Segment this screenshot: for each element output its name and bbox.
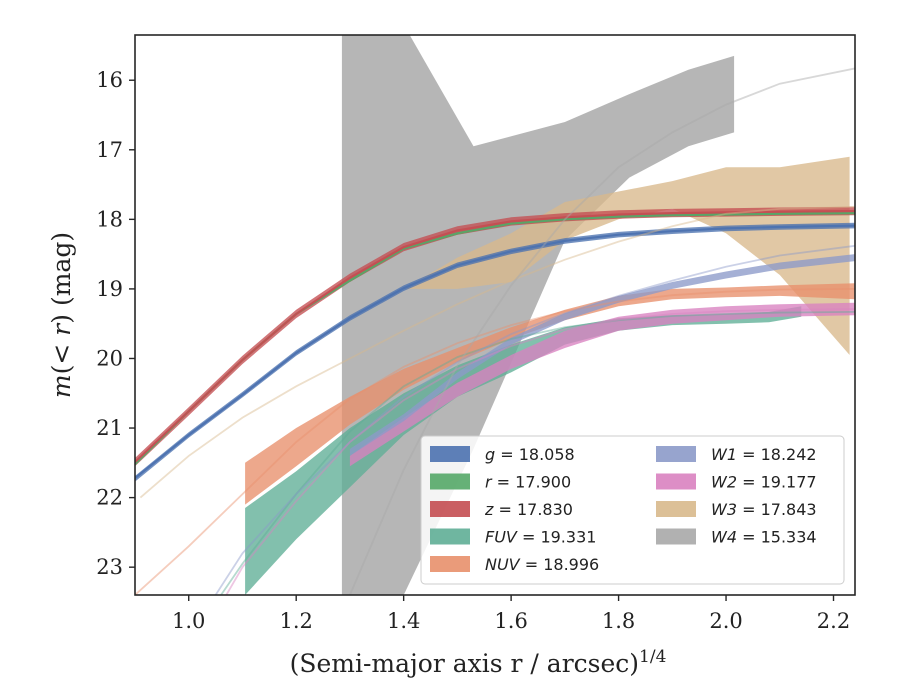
model-curve-fuv (220, 311, 855, 595)
legend-swatch-w4 (656, 528, 696, 545)
y-tick-label: 19 (96, 277, 123, 301)
y-tick-label: 20 (96, 346, 123, 370)
x-tick-label: 1.0 (172, 609, 205, 633)
legend-swatch-r (430, 473, 470, 490)
y-tick-label: 18 (96, 207, 123, 231)
legend-label-z: z = 17.830 (484, 500, 573, 519)
legend: g = 18.058 r = 17.900 z = 17.830 FUV = 19.3… (420, 435, 845, 585)
y-tick-label: 21 (96, 416, 123, 440)
legend-label-w3: W3 = 17.843 (711, 500, 817, 519)
legend-swatch-g (430, 446, 470, 462)
legend-label-g: g = 18.058 (485, 445, 575, 464)
model-curve-w1 (214, 244, 855, 595)
x-tick-label: 2.2 (817, 609, 850, 633)
x-tick-label: 1.4 (387, 609, 420, 633)
x-tick-label: 1.8 (602, 609, 635, 633)
x-tick-label: 1.2 (279, 609, 312, 633)
band-w2 (349, 302, 855, 467)
legend-label-fuv: FUV = 19.331 (485, 528, 596, 547)
model-curves-layer (135, 67, 855, 595)
legend-label-w1: W1 = 18.242 (711, 445, 817, 464)
legend-frame (420, 435, 845, 585)
legend-label-w2: W2 = 19.177 (711, 473, 817, 492)
y-tick-label: 17 (96, 138, 123, 162)
legend-swatch-w2 (656, 473, 696, 490)
x-axis-ticks: 1.0 1.2 1.4 1.6 1.8 2.0 2.2 (172, 595, 850, 633)
legend-swatch-z (430, 501, 470, 517)
legend-label-r: r = 17.900 (485, 473, 571, 492)
model-curve-w3 (139, 205, 855, 499)
plot-frame (134, 34, 856, 596)
legend-swatch-nuv (430, 556, 470, 572)
legend-label-nuv: NUV = 18.996 (485, 555, 599, 574)
legend-swatch-w1 (656, 446, 696, 462)
model-curve-w4 (349, 67, 855, 595)
model-curve-z (135, 209, 855, 463)
y-axis-title: m(< r) (mag) (47, 232, 76, 398)
legend-label-w4: W4 = 15.334 (711, 528, 817, 547)
model-curve-w2 (225, 308, 855, 595)
band-w3 (341, 156, 850, 355)
y-axis-ticks: 16 17 18 19 20 21 22 23 (96, 68, 135, 579)
model-curve-nuv (135, 288, 855, 595)
y-tick-label: 22 (96, 486, 123, 510)
legend-swatch-fuv (430, 528, 470, 545)
band-nuv (245, 283, 855, 505)
x-tick-label: 1.6 (494, 609, 527, 633)
model-curve-g (135, 224, 855, 479)
y-tick-label: 16 (96, 68, 123, 92)
legend-swatch-w3 (656, 501, 696, 517)
y-tick-label: 23 (96, 555, 123, 579)
x-tick-label: 2.0 (709, 609, 742, 633)
x-axis-title: (Semi-major axis r / arcsec)1/4 (290, 647, 667, 678)
